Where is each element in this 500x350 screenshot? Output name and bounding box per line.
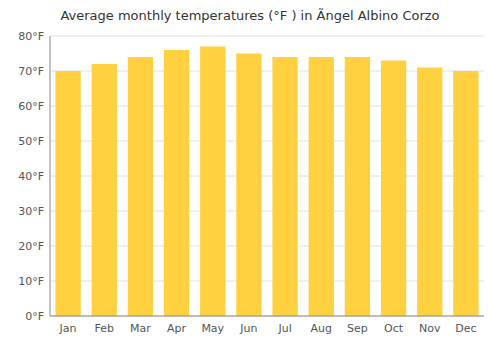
bar: [309, 57, 334, 316]
x-tick-label: Apr: [167, 322, 187, 335]
y-tick-label: 20°F: [18, 240, 44, 253]
x-tick-label: Nov: [419, 322, 441, 335]
x-tick-label: Feb: [95, 322, 114, 335]
x-tick-label: Jun: [239, 322, 257, 335]
y-tick-label: 40°F: [18, 170, 44, 183]
y-tick-label: 80°F: [18, 30, 44, 43]
x-tick-label: Jan: [59, 322, 77, 335]
x-tick-label: Aug: [311, 322, 332, 335]
y-tick-label: 50°F: [18, 135, 44, 148]
bar: [92, 64, 117, 316]
bar: [345, 57, 370, 316]
x-axis-line: [50, 316, 484, 317]
chart: Average monthly temperatures (°F ) in Ãn…: [0, 0, 500, 350]
bar: [55, 71, 80, 316]
y-tick-label: 70°F: [18, 65, 44, 78]
x-tick-label: Jul: [277, 322, 291, 335]
x-tick-label: Mar: [130, 322, 151, 335]
bar: [453, 71, 478, 316]
chart-container: Average monthly temperatures (°F ) in Ãn…: [0, 0, 500, 350]
y-tick-label: 60°F: [18, 100, 44, 113]
x-tick-label: May: [201, 322, 224, 335]
y-axis-line: [50, 36, 51, 316]
bar: [164, 50, 189, 316]
bar: [128, 57, 153, 316]
y-tick-label: 0°F: [25, 310, 44, 323]
grid-line: [50, 36, 484, 37]
x-tick-label: Oct: [384, 322, 404, 335]
y-ticks: 0°F 10°F 20°F 30°F 40°F 50°F 60°F 70°F 80°F: [18, 30, 44, 323]
x-tick-label: Sep: [347, 322, 368, 335]
x-ticks: Jan Feb Mar Apr May Jun Jul Aug Sep Oct Nov Dec: [59, 322, 477, 335]
y-tick-label: 10°F: [18, 275, 44, 288]
bars: [55, 47, 478, 317]
x-tick-label: Dec: [455, 322, 476, 335]
title: Average monthly temperatures (°F ) in Ãn…: [60, 8, 439, 23]
bar: [272, 57, 297, 316]
bar: [417, 68, 442, 317]
y-tick-label: 30°F: [18, 205, 44, 218]
y-grid: [50, 36, 484, 316]
grid-line: [50, 316, 484, 317]
bar: [381, 61, 406, 317]
bar: [236, 54, 261, 317]
bar: [200, 47, 225, 317]
